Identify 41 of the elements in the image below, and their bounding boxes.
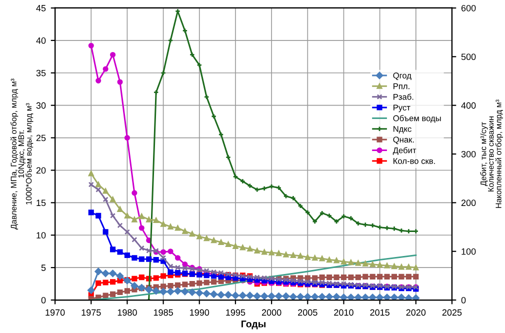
y2-tick-label: 100 (462, 248, 476, 255)
x-tick-label: 1985 (154, 309, 173, 316)
x-tick-label: 2025 (442, 309, 462, 316)
x-tick-label: 1970 (46, 309, 65, 316)
y2-tick-label: 500 (461, 54, 476, 60)
y-tick-label: 45 (36, 5, 46, 12)
y2-tick-label: 400 (461, 102, 476, 109)
x-tick-label: 1990 (190, 309, 210, 316)
y-tick-label: 15 (36, 200, 46, 206)
x-tick-label: 1995 (226, 309, 246, 316)
y-tick-label: 35 (36, 70, 46, 76)
y2-tick-label: 0 (461, 297, 466, 304)
y2-tick-label: 300 (461, 150, 476, 158)
x-axis-title: Годы (242, 320, 266, 330)
legend-label: Дебит (392, 147, 416, 155)
x-tick-label: 2000 (262, 309, 282, 316)
y-tick-label: 30 (36, 102, 46, 109)
legend-label: Рпл. (394, 83, 410, 90)
x-tick-label: 1975 (82, 309, 101, 316)
x-tick-label: 2010 (334, 309, 354, 316)
x-tick-label: 2020 (406, 309, 426, 316)
x-tick-label: 1980 (118, 309, 137, 316)
y-axis-title: Давление, МПа, Годовой отбор, млрд м³ 10Nдкс, МВт. 1000*Объем воды, млрд м³ (10, 78, 34, 230)
y-tick-label: 40 (36, 37, 46, 44)
legend-label: Рзаб. (394, 94, 414, 100)
legend-label: Qнак. (393, 136, 414, 144)
y2-tick-label: 600 (461, 4, 476, 12)
y-tick-label: 0 (41, 297, 46, 304)
legend-label: Кол-во скв. (394, 158, 435, 164)
y-tick-label: 20 (36, 167, 46, 174)
legend-label: Руст (394, 104, 410, 112)
y-tick-label: 10 (36, 232, 46, 238)
x-tick-label: 2015 (370, 309, 390, 316)
legend-label: Nдкс (394, 126, 412, 134)
y2-tick-label: 200 (461, 200, 476, 206)
x-tick-label: 2005 (298, 309, 318, 316)
y2-axis-title: Дебит, тыс м³/сут Количество скважин Накопленный отбор, млрд м³ (480, 100, 503, 208)
legend-label: Объем воды (393, 115, 441, 123)
legend-label: Qгод (393, 72, 412, 80)
y-tick-label: 25 (36, 134, 46, 142)
y-tick-label: 5 (41, 264, 46, 271)
